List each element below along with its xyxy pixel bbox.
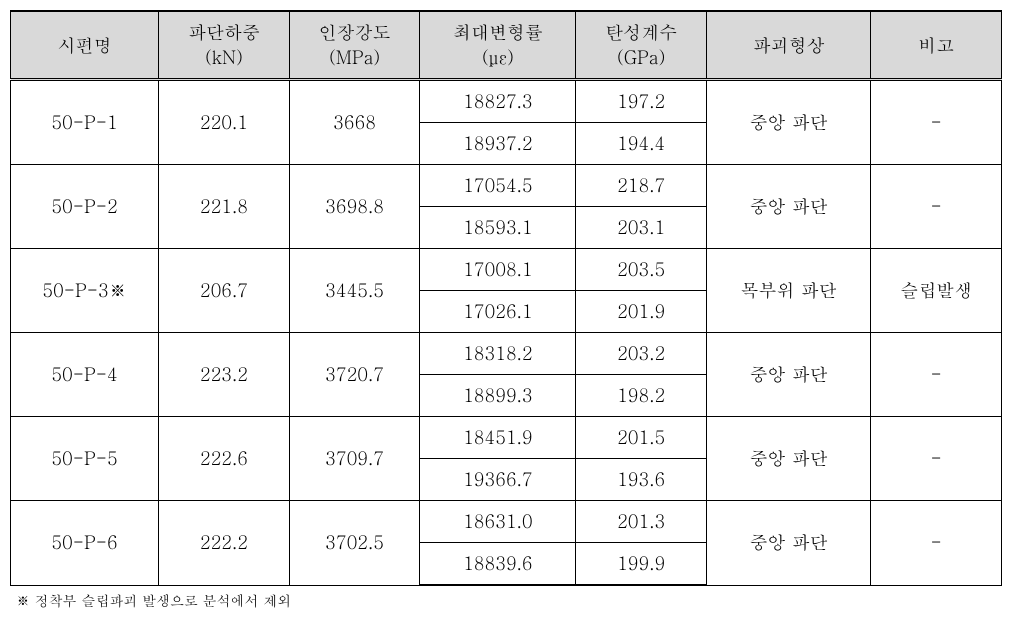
cell-strain: 18631.0 (420, 501, 576, 543)
cell-strain: 18839.6 (420, 543, 576, 586)
cell-modulus: 198.2 (576, 375, 707, 417)
header-main: 비고 (881, 33, 991, 58)
cell-modulus: 194.4 (576, 123, 707, 165)
col-header-modulus: 탄성계수 (GPa) (576, 11, 707, 80)
col-header-specimen: 시편명 (11, 11, 159, 80)
cell-specimen: 50-P-5 (11, 417, 159, 501)
cell-strength: 3445.5 (289, 249, 420, 333)
cell-strain: 18593.1 (420, 207, 576, 249)
cell-load: 221.8 (159, 165, 290, 249)
header-unit: (kN) (169, 45, 279, 70)
cell-shape: 중앙 파단 (706, 80, 870, 165)
cell-note: 슬립발생 (871, 249, 1002, 333)
cell-modulus: 203.1 (576, 207, 707, 249)
cell-strain: 18937.2 (420, 123, 576, 165)
header-main: 시편명 (21, 33, 148, 58)
cell-load: 223.2 (159, 333, 290, 417)
header-unit: (GPa) (586, 45, 696, 70)
cell-specimen: 50-P-1 (11, 80, 159, 165)
header-main: 최대변형률 (430, 20, 565, 45)
table-row: 50-P-4223.23720.718318.2203.2중앙 파단- (11, 333, 1002, 375)
cell-shape: 중앙 파단 (706, 501, 870, 586)
col-header-load: 파단하중 (kN) (159, 11, 290, 80)
header-row: 시편명 파단하중 (kN) 인장강도 (MPa) 최대변형률 (με) 탄성계수… (11, 11, 1002, 80)
footnote: ※ 정착부 슬립파괴 발생으로 분석에서 제외 (10, 590, 1002, 610)
cell-strength: 3668 (289, 80, 420, 165)
cell-specimen: 50-P-3※ (11, 249, 159, 333)
cell-note: - (871, 80, 1002, 165)
cell-strength: 3709.7 (289, 417, 420, 501)
cell-modulus: 199.9 (576, 543, 707, 586)
cell-note: - (871, 501, 1002, 586)
data-table: 시편명 파단하중 (kN) 인장강도 (MPa) 최대변형률 (με) 탄성계수… (10, 10, 1002, 586)
col-header-note: 비고 (871, 11, 1002, 80)
cell-modulus: 203.5 (576, 249, 707, 291)
cell-modulus: 193.6 (576, 459, 707, 501)
cell-load: 222.2 (159, 501, 290, 586)
table-row: 50-P-6222.23702.518631.0201.3중앙 파단- (11, 501, 1002, 543)
cell-shape: 중앙 파단 (706, 417, 870, 501)
cell-strain: 17054.5 (420, 165, 576, 207)
header-main: 탄성계수 (586, 20, 696, 45)
table-row: 50-P-5222.63709.718451.9201.5중앙 파단- (11, 417, 1002, 459)
cell-modulus: 203.2 (576, 333, 707, 375)
cell-load: 220.1 (159, 80, 290, 165)
cell-strain: 17026.1 (420, 291, 576, 333)
cell-modulus: 197.2 (576, 80, 707, 123)
cell-note: - (871, 417, 1002, 501)
col-header-strain: 최대변형률 (με) (420, 11, 576, 80)
cell-modulus: 201.9 (576, 291, 707, 333)
table-body: 50-P-1220.1366818827.3197.2중앙 파단-18937.2… (11, 80, 1002, 586)
cell-shape: 중앙 파단 (706, 333, 870, 417)
cell-strain: 17008.1 (420, 249, 576, 291)
cell-strength: 3702.5 (289, 501, 420, 586)
header-main: 파단하중 (169, 20, 279, 45)
cell-specimen: 50-P-6 (11, 501, 159, 586)
cell-strength: 3698.8 (289, 165, 420, 249)
cell-modulus: 218.7 (576, 165, 707, 207)
cell-shape: 목부위 파단 (706, 249, 870, 333)
cell-strength: 3720.7 (289, 333, 420, 417)
cell-load: 222.6 (159, 417, 290, 501)
cell-specimen: 50-P-4 (11, 333, 159, 417)
cell-load: 206.7 (159, 249, 290, 333)
cell-note: - (871, 165, 1002, 249)
header-unit: (με) (430, 45, 565, 70)
table-row: 50-P-3※206.73445.517008.1203.5목부위 파단슬립발생 (11, 249, 1002, 291)
cell-shape: 중앙 파단 (706, 165, 870, 249)
cell-strain: 18451.9 (420, 417, 576, 459)
cell-strain: 18827.3 (420, 80, 576, 123)
header-unit: (MPa) (300, 45, 410, 70)
table-row: 50-P-2221.83698.817054.5218.7중앙 파단- (11, 165, 1002, 207)
cell-specimen: 50-P-2 (11, 165, 159, 249)
header-main: 파괴형상 (717, 33, 860, 58)
cell-modulus: 201.5 (576, 417, 707, 459)
header-main: 인장강도 (300, 20, 410, 45)
cell-strain: 18318.2 (420, 333, 576, 375)
cell-strain: 19366.7 (420, 459, 576, 501)
cell-modulus: 201.3 (576, 501, 707, 543)
col-header-shape: 파괴형상 (706, 11, 870, 80)
col-header-strength: 인장강도 (MPa) (289, 11, 420, 80)
cell-strain: 18899.3 (420, 375, 576, 417)
cell-note: - (871, 333, 1002, 417)
table-row: 50-P-1220.1366818827.3197.2중앙 파단- (11, 80, 1002, 123)
